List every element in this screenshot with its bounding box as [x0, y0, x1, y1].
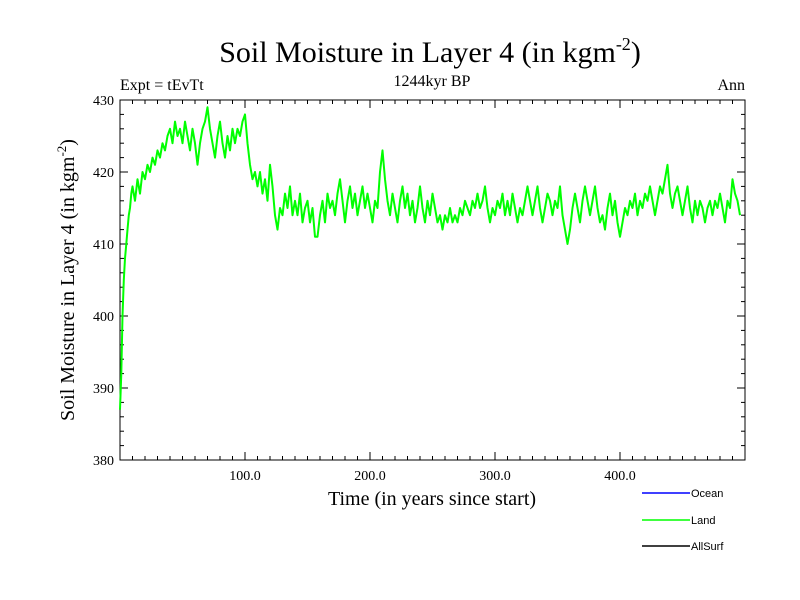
y-tick-label: 400	[93, 310, 114, 325]
subtitle-season: Ann	[717, 77, 745, 94]
y-tick-label: 420	[93, 166, 114, 181]
legend-label-land: Land	[691, 515, 715, 527]
series-layer	[119, 106, 741, 410]
x-axis-label: Time (in years since start)	[328, 488, 536, 510]
y-tick-label: 380	[93, 454, 114, 469]
subtitle-period: 1244kyr BP	[394, 73, 471, 90]
x-axis: 100.0 200.0 300.0 400.0	[132, 100, 733, 484]
legend-label-allsurf: AllSurf	[691, 541, 724, 553]
legend-label-ocean: Ocean	[691, 488, 723, 500]
x-tick-label: 400.0	[604, 469, 636, 484]
x-tick-label: 300.0	[479, 469, 511, 484]
y-tick-label: 430	[93, 94, 114, 109]
y-axis-label: Soil Moisture in Layer 4 (in kgm-2)	[54, 139, 79, 421]
y-tick-label: 390	[93, 382, 114, 397]
y-axis: 380 390 400 410 420 430	[93, 94, 745, 469]
y-tick-label: 410	[93, 238, 114, 253]
x-tick-label: 100.0	[229, 469, 261, 484]
subtitle-experiment: Expt = tEvTt	[120, 77, 204, 94]
x-tick-label: 200.0	[354, 469, 386, 484]
chart-title: Soil Moisture in Layer 4 (in kgm-2)	[219, 34, 641, 69]
series-line-land	[119, 106, 741, 410]
legend: Ocean Land AllSurf	[642, 488, 724, 553]
